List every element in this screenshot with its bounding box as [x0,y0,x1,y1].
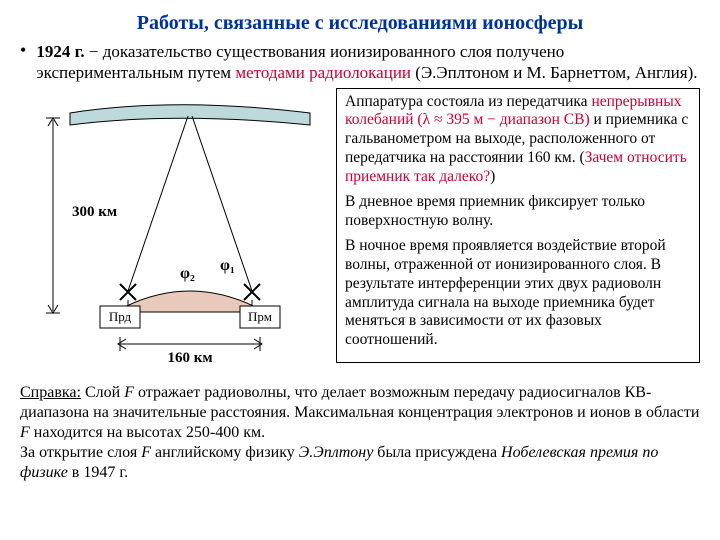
tx-antenna-icon [120,284,136,300]
footnote-ref: Справка: [20,384,81,401]
height-label: 300 км [72,204,117,220]
height-arrow [46,118,60,313]
bullet-text: 1924 г. − доказательство существования и… [36,41,700,84]
bullet-method: методами радиолокации [235,63,411,82]
distance-label: 160 км [167,350,212,366]
phi1-label: φ₁ [220,257,235,274]
desc-p2: В дневное время приемник фиксирует тольк… [345,193,691,231]
page-title: Работы, связанные с исследованиями ионос… [20,12,700,35]
description-box: Аппаратура состояла из передатчика непре… [336,88,700,363]
diagram: 300 км φ₂ φ₁ [20,88,320,373]
bullet-year: 1924 г. [36,42,84,61]
distance-arrow [118,337,262,351]
bullet-dot: • [20,41,26,61]
ionosphere-layer [70,104,310,124]
desc-p3: В ночное время проявляется воздействие в… [345,237,691,350]
footnote-epl: Э.Эплтону [299,444,374,461]
rx-antenna-icon [244,284,260,300]
tx-label: Прд [109,309,132,324]
desc-p1: Аппаратура состояла из передатчика непре… [345,93,691,188]
footnote: Справка: Слой F отражает радиоволны, что… [20,383,700,483]
bullet-item: • 1924 г. − доказательство существования… [20,41,700,84]
phi2-label: φ₂ [180,265,195,282]
rx-label: Прм [248,309,272,324]
